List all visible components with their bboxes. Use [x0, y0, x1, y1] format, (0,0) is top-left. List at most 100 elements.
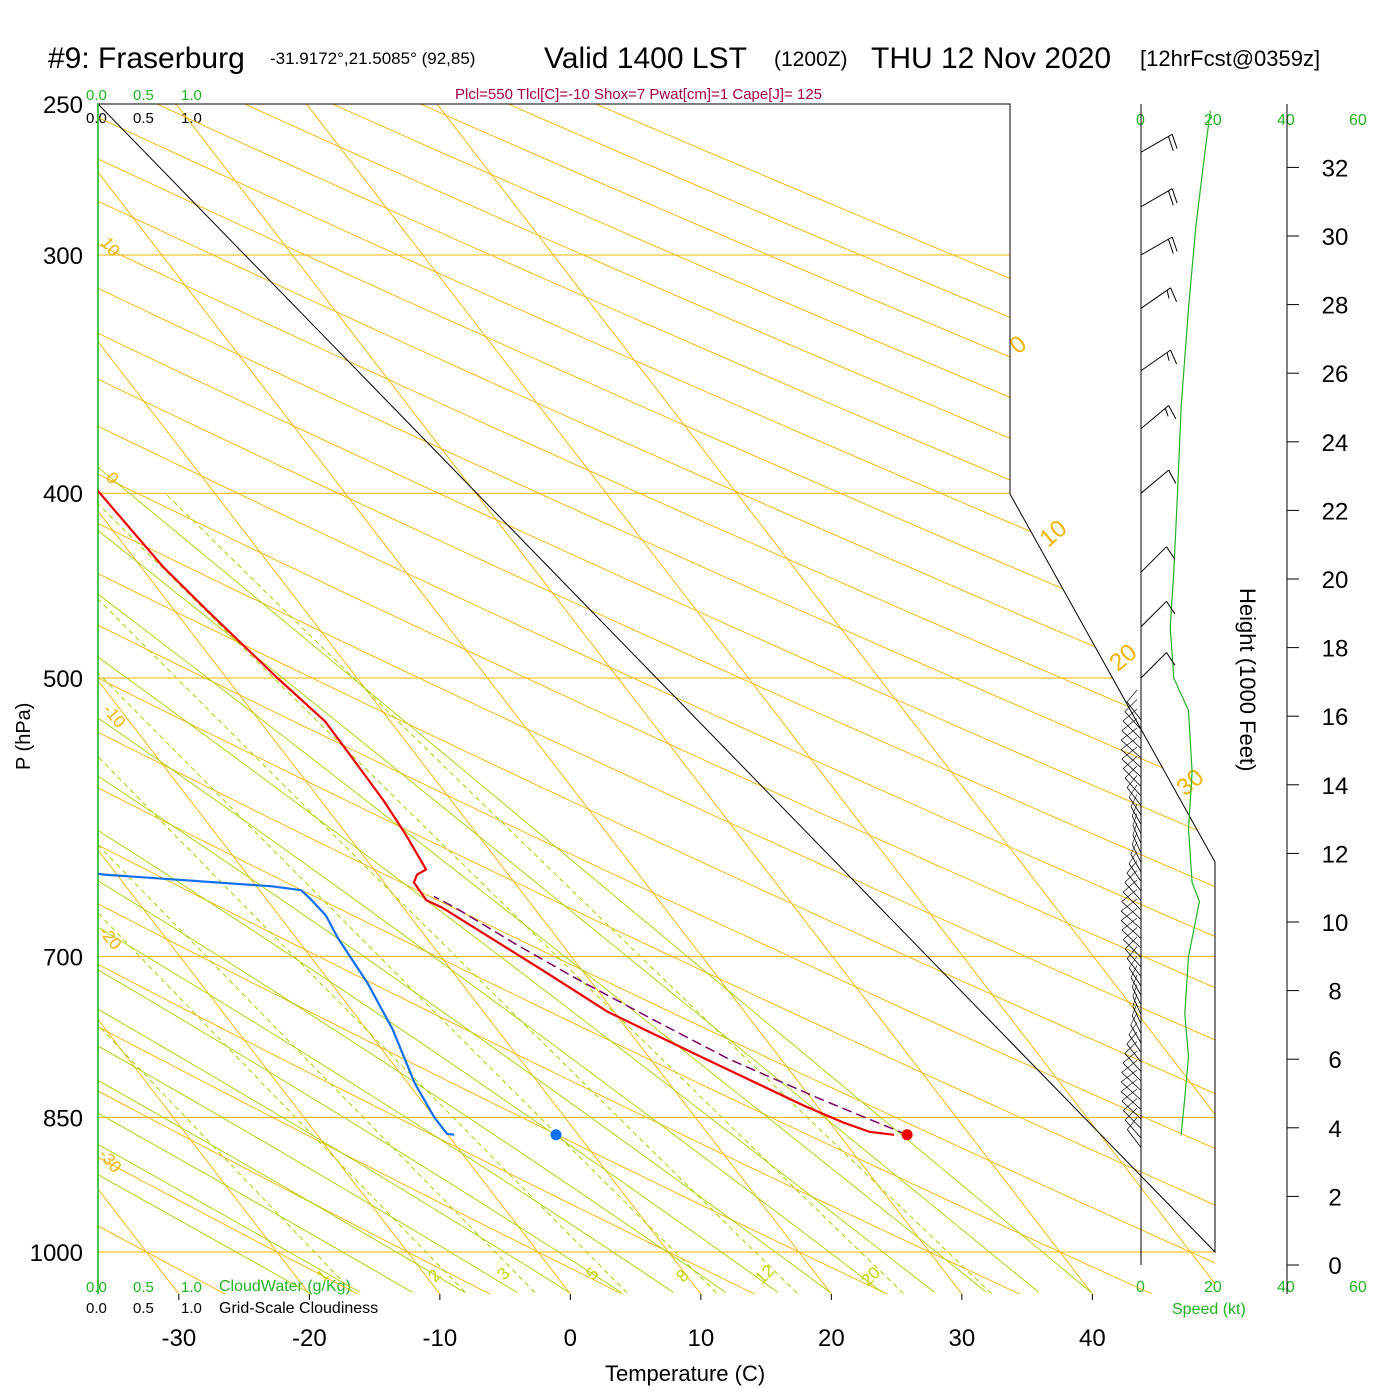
speed-tick-3-bottom: 60	[1349, 1279, 1367, 1296]
moist-adiabat-label: 10	[1035, 515, 1073, 553]
plot-frame	[96, 103, 1288, 1294]
dry-adiabat	[98, 104, 1215, 1294]
wind-barb-flag	[1127, 1117, 1138, 1130]
valid-time-utc: (1200Z)	[774, 48, 848, 71]
height-tick-label: 30	[1322, 224, 1349, 251]
moist-adiabat	[98, 104, 361, 1293]
background-grid	[0, 70, 1215, 1331]
isotherm	[149, 104, 1122, 1294]
wind-barb	[1121, 901, 1142, 920]
x-tick-label: -30	[161, 1325, 196, 1352]
x-tick-label: 30	[948, 1325, 975, 1352]
x-tick-label: -20	[292, 1325, 327, 1352]
dry-adiabat	[517, 104, 1215, 1294]
isotherm	[410, 104, 1215, 1294]
moist-adiabat	[98, 104, 518, 1293]
moist-adiabat	[98, 104, 935, 1293]
wind-barb-flag	[1120, 737, 1138, 750]
plot-border	[96, 103, 1216, 1254]
moist-adiabat	[98, 104, 622, 1293]
mixing-ratio-label: 12	[751, 1261, 778, 1288]
wind-barb	[1121, 1072, 1142, 1091]
parcel-trace-line	[433, 895, 908, 1136]
wind-barb	[1126, 701, 1142, 721]
wind-barb-flag	[1170, 287, 1178, 302]
cloudwater-tick-0-bottom: 0.0	[86, 1279, 107, 1296]
wind-barb	[1120, 1081, 1142, 1101]
height-tick-label: 16	[1322, 704, 1349, 731]
height-tick-label: 8	[1328, 979, 1341, 1006]
moist-adiabat	[98, 104, 1092, 1293]
wind-barb-flag	[1121, 718, 1138, 731]
wind-barb-flag	[1166, 290, 1170, 299]
wind-barb-flag	[1121, 746, 1138, 760]
y-axis-label: P (hPa)	[13, 703, 35, 770]
moist-adiabat-label: 20	[1105, 639, 1143, 677]
height-tick-label: 0	[1328, 1253, 1341, 1280]
wind-barb-flag	[1123, 927, 1138, 940]
height-tick-label: 14	[1322, 773, 1349, 800]
wind-barb-flag	[1126, 946, 1138, 959]
height-tick-label: 26	[1322, 361, 1349, 388]
mixing-ratio-line	[98, 492, 756, 1294]
isotherm	[98, 104, 208, 1294]
wind-barb-flag	[1124, 936, 1138, 950]
wind-barb-flag	[1166, 601, 1176, 615]
mixing-ratio-label: 3	[493, 1264, 513, 1284]
pressure-tick-label: 850	[43, 1105, 83, 1132]
wind-barb-flag	[1124, 870, 1138, 883]
wind-barb-flag	[1126, 689, 1138, 703]
wind-barb	[1124, 711, 1142, 730]
wind-barb-flag	[1121, 1060, 1138, 1073]
mixing-ratio-label: 5	[582, 1264, 602, 1284]
wind-barb	[1132, 996, 1142, 1015]
dry-adiabat	[98, 104, 1215, 1294]
mixing-ratio-label: 8	[672, 1266, 692, 1286]
wind-barb-flag	[1132, 813, 1138, 826]
pressure-tick-label: 400	[43, 481, 83, 508]
wind-barb	[1120, 1091, 1142, 1110]
wind-barb-flag	[1120, 908, 1138, 921]
wind-barb-flag	[1168, 469, 1177, 484]
moist-adiabat	[98, 104, 779, 1293]
wind-barb-flag	[1131, 1003, 1138, 1016]
speed-tick-1-bottom: 20	[1204, 1279, 1222, 1296]
pressure-tick-label: 700	[43, 945, 83, 972]
temperature-line	[98, 116, 895, 1136]
x-axis-label: Temperature (C)	[605, 1361, 765, 1386]
dry-adiabat	[98, 104, 430, 1294]
wind-barb	[1130, 853, 1142, 873]
pressure-tick-label: 250	[43, 92, 83, 119]
moist-adiabat	[98, 104, 726, 1293]
pressure-tick-label: 300	[43, 243, 83, 270]
height-tick-label: 4	[1328, 1116, 1341, 1143]
mixing-ratio-line	[98, 492, 504, 1294]
wind-barb-flag	[1168, 405, 1177, 420]
wind-barb	[1126, 1129, 1142, 1148]
wind-barb-flag	[1130, 841, 1138, 855]
speed-label: Speed (kt)	[1172, 1301, 1246, 1318]
dry-adiabat	[98, 104, 564, 1294]
dry-adiabat	[98, 104, 1215, 1294]
valid-time: Valid 1400 LST	[544, 42, 747, 75]
wind-barb	[1126, 1043, 1142, 1063]
wind-barb-flag	[1132, 822, 1138, 836]
wind-barb	[1130, 1024, 1142, 1044]
wind-barb	[1140, 188, 1173, 208]
stability-indices: Plcl=550 Tlcl[C]=-10 Shox=7 Pwat[cm]=1 C…	[455, 86, 822, 103]
dry-adiabat	[98, 104, 1215, 1294]
wind-barb	[1121, 758, 1142, 778]
isotherm	[280, 104, 1215, 1294]
dry-adiabat	[98, 104, 966, 1294]
height-tick-label: 10	[1322, 910, 1349, 937]
wind-barb	[1124, 882, 1142, 901]
pressure-tick-label: 1000	[30, 1240, 83, 1267]
pressure-tick-label: 500	[43, 666, 83, 693]
moist-adiabat	[98, 104, 1040, 1293]
cloudiness-tick-0: 0.0	[86, 110, 107, 127]
height-tick-label: 28	[1322, 293, 1349, 320]
height-tick-label: 24	[1322, 430, 1349, 457]
wind-barb	[1123, 939, 1142, 958]
dry-adiabat	[0, 70, 27, 1331]
